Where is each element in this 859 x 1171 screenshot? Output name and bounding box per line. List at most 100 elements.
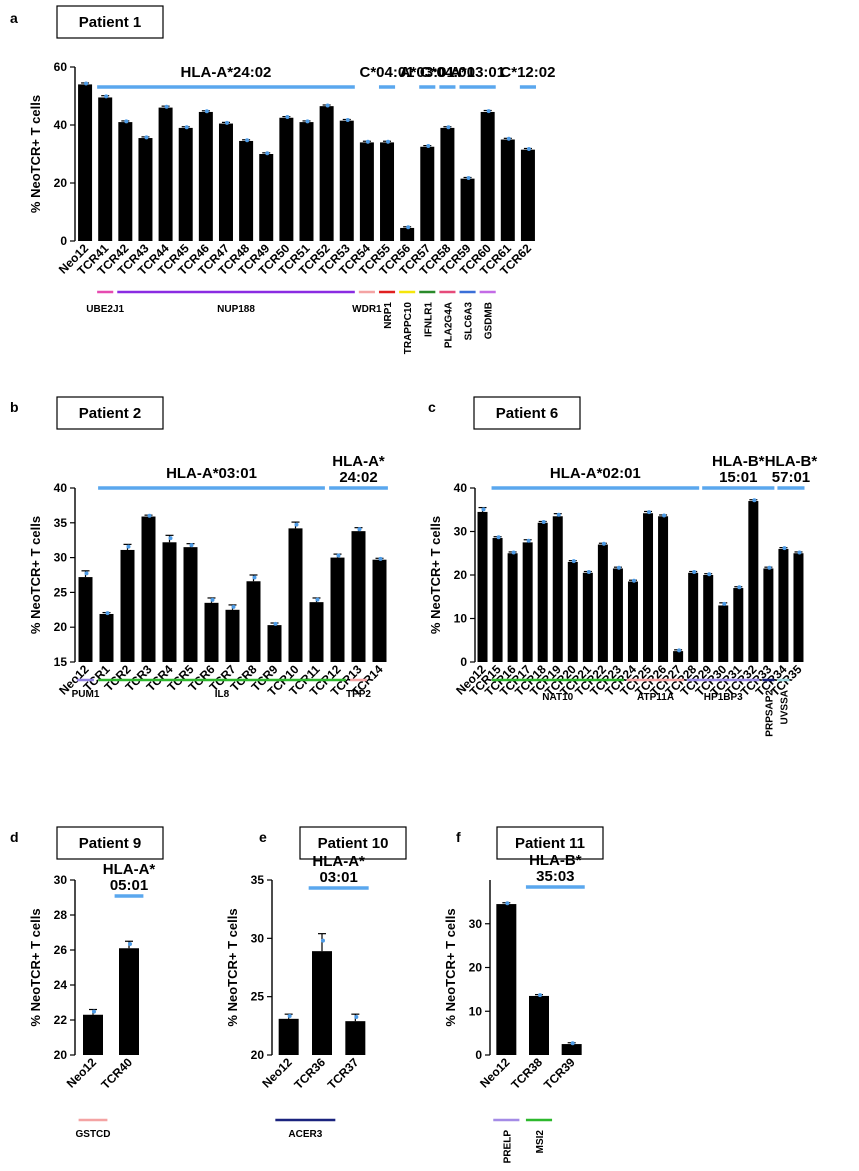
- hla-label: HLA-B*: [712, 453, 765, 470]
- data-point: [224, 120, 229, 125]
- panel-title-box: [56, 826, 164, 860]
- hla-label-allele: 03:01: [319, 869, 357, 886]
- bar: [778, 548, 789, 662]
- data-point: [204, 109, 209, 114]
- bar: [218, 123, 233, 241]
- data-point: [92, 1009, 96, 1014]
- bar: [567, 561, 578, 662]
- bar: [78, 577, 93, 662]
- bar: [477, 511, 488, 662]
- data-point: [231, 604, 236, 609]
- bar: [460, 178, 475, 241]
- bar: [78, 84, 93, 242]
- data-point: [707, 572, 712, 577]
- bar: [537, 522, 548, 662]
- y-axis-label: % NeoTCR+ T cells: [28, 95, 43, 213]
- y-tick-label: 40: [54, 481, 68, 495]
- bar: [312, 951, 332, 1055]
- data-point: [184, 125, 189, 130]
- bar: [507, 553, 518, 662]
- gene-label: TRAPPC10: [403, 302, 414, 355]
- y-tick-label: 10: [454, 612, 468, 626]
- panel-letter: c: [428, 399, 436, 415]
- data-point: [662, 513, 667, 518]
- bar: [496, 904, 517, 1055]
- panel-f: f Patient 11 0 10 20 30 % NeoTCR+ T cells Neo12…: [443, 826, 604, 1163]
- gene-label: NAT10: [542, 692, 573, 703]
- data-point: [526, 538, 531, 543]
- category-label: TCR37: [325, 1055, 362, 1092]
- y-tick-label: 20: [251, 1048, 265, 1062]
- y-tick-label: 24: [54, 978, 68, 992]
- data-point: [144, 135, 149, 140]
- y-tick-label: 30: [469, 917, 483, 931]
- bar: [279, 117, 294, 241]
- bar: [259, 154, 274, 241]
- data-point: [84, 81, 89, 86]
- bar: [492, 538, 503, 662]
- bar: [748, 501, 759, 662]
- hla-label: C*04:01: [420, 64, 475, 81]
- hla-label-allele: 05:01: [110, 877, 148, 894]
- category-label: TCR39: [541, 1055, 578, 1092]
- hla-label: HLA-A*24:02: [181, 64, 272, 81]
- data-point: [526, 146, 531, 151]
- data-point: [164, 104, 169, 109]
- bar: [120, 549, 135, 662]
- hla-label-allele: 24:02: [339, 469, 377, 486]
- bar: [561, 1044, 582, 1055]
- gene-label: TPP2: [346, 689, 371, 700]
- data-point: [541, 520, 546, 525]
- data-point: [486, 109, 491, 114]
- data-point: [210, 597, 215, 602]
- panel-letter: b: [10, 399, 19, 415]
- gene-label: NRP1: [383, 302, 394, 329]
- bar: [351, 531, 366, 662]
- gene-label: PLA2G4A: [443, 302, 454, 348]
- data-point: [481, 507, 486, 512]
- y-tick-label: 20: [469, 961, 483, 975]
- y-tick-label: 15: [54, 655, 68, 669]
- data-point: [189, 543, 194, 548]
- data-point: [315, 597, 320, 602]
- panel-title: Patient 2: [79, 405, 142, 422]
- gene-label: GSDMB: [484, 302, 495, 339]
- data-point: [357, 527, 362, 532]
- y-tick-label: 0: [475, 1048, 482, 1062]
- data-point: [556, 512, 561, 517]
- data-point: [325, 103, 330, 108]
- bar: [500, 139, 515, 241]
- bar: [319, 106, 334, 242]
- bar: [718, 605, 729, 662]
- category-label: TCR38: [508, 1055, 545, 1092]
- y-tick-label: 22: [54, 1013, 68, 1027]
- data-point: [378, 556, 383, 561]
- bar: [400, 227, 415, 241]
- hla-label: HLA-A*03:01: [166, 465, 257, 482]
- bar: [246, 581, 261, 662]
- y-axis-label: % NeoTCR+ T cells: [225, 908, 240, 1026]
- data-point: [252, 575, 257, 580]
- y-tick-label: 25: [54, 585, 68, 599]
- panel-e: e Patient 10 20 25 30 35 % NeoTCR+ T cells Neo1…: [225, 826, 407, 1140]
- data-point: [105, 611, 110, 616]
- bar: [673, 651, 684, 662]
- bar: [267, 625, 282, 662]
- panel-title-box: [56, 396, 164, 430]
- gene-label: GSTCD: [76, 1129, 111, 1140]
- y-tick-label: 35: [251, 873, 265, 887]
- data-point: [446, 125, 451, 130]
- data-point: [305, 119, 310, 124]
- bar: [440, 127, 455, 241]
- gene-label: IL8: [215, 689, 230, 700]
- data-point: [496, 535, 501, 540]
- panel-letter: a: [10, 10, 18, 26]
- panel-title: Patient 1: [79, 14, 142, 31]
- bar: [288, 528, 303, 662]
- bar: [643, 513, 654, 662]
- panel-title-box: [473, 396, 581, 430]
- hla-label: HLA-A*: [312, 853, 365, 870]
- y-tick-label: 28: [54, 908, 68, 922]
- bar: [198, 111, 213, 241]
